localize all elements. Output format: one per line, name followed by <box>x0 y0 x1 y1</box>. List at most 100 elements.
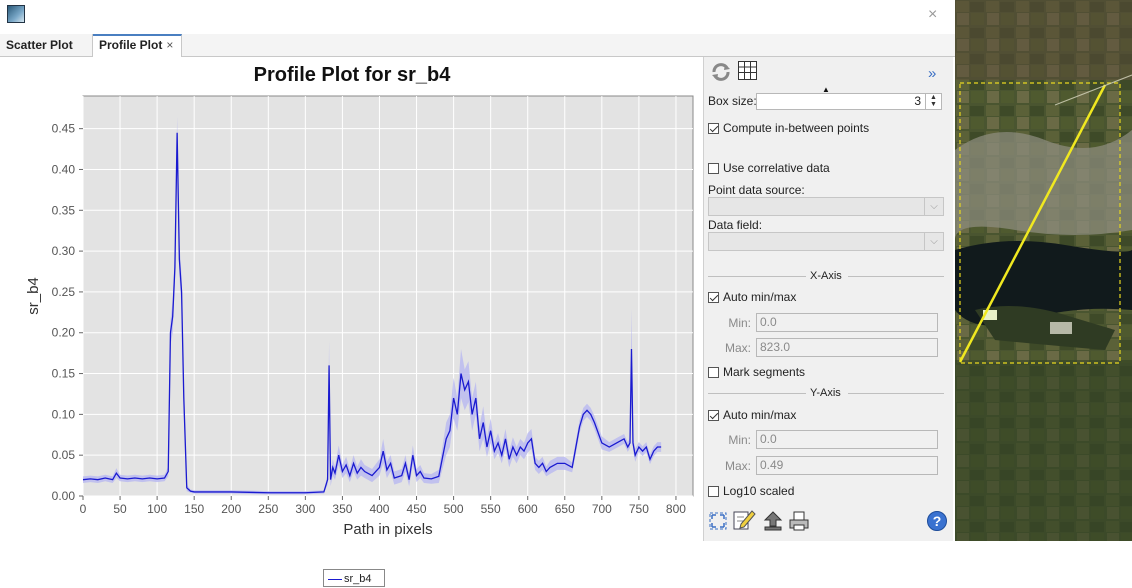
y-tick-label: 0.40 <box>52 162 76 176</box>
box-size-spinner[interactable]: 3 ▲ ▼ <box>756 93 942 110</box>
tab-bar: Scatter Plot Profile Plot × <box>0 34 955 57</box>
y-axis-separator: Y-Axis <box>708 387 944 399</box>
scroll-up-icon[interactable]: ▲ <box>822 85 830 94</box>
tab-scatter-plot[interactable]: Scatter Plot <box>0 34 93 56</box>
y-min-field[interactable]: 0.0 <box>756 430 938 449</box>
grid-lines <box>82 96 693 497</box>
y-axis-section-title: Y-Axis <box>810 387 841 399</box>
y-min-label: Min: <box>728 432 751 447</box>
svg-text:?: ? <box>933 513 942 529</box>
close-tab-icon[interactable]: × <box>166 38 174 52</box>
chart-title: Profile Plot for sr_b4 <box>254 64 452 86</box>
y-tick-label: 0.15 <box>52 367 76 381</box>
x-tick-label: 350 <box>332 502 352 516</box>
y-tick-label: 0.25 <box>52 285 76 299</box>
chevron-down-icon: ⌵ <box>924 233 943 250</box>
y-auto-minmax-checkbox[interactable] <box>708 409 719 421</box>
y-tick-label: 0.10 <box>52 407 76 421</box>
profile-plot-panel: Profile Plot for sr_b4 0 50 100 150 200 250 30… <box>0 57 703 587</box>
log10-row[interactable]: Log10 scaled <box>708 484 794 498</box>
mark-segments-checkbox[interactable] <box>708 366 719 378</box>
close-window-button[interactable]: × <box>928 6 938 23</box>
data-field-label: Data field: <box>708 218 763 232</box>
x-auto-minmax-checkbox[interactable] <box>708 291 719 303</box>
y-tick-label: 0.35 <box>52 203 76 217</box>
export-icon[interactable] <box>762 510 784 532</box>
zoom-all-icon[interactable] <box>708 511 728 531</box>
x-auto-minmax-row[interactable]: Auto min/max <box>708 290 796 304</box>
y-auto-minmax-label: Auto min/max <box>723 408 797 422</box>
chevron-down-icon: ⌵ <box>924 198 943 215</box>
x-tick-label: 600 <box>518 502 538 516</box>
y-max-field[interactable]: 0.49 <box>756 456 938 475</box>
mark-segments-row[interactable]: Mark segments <box>708 365 805 379</box>
x-min-field[interactable]: 0.0 <box>756 313 938 332</box>
x-tick-label: 150 <box>184 502 204 516</box>
profile-chart: Profile Plot for sr_b4 0 50 100 150 200 250 30… <box>25 64 694 538</box>
box-size-label: Box size: <box>708 94 757 108</box>
compute-in-between-label: Compute in-between points <box>723 121 870 135</box>
compute-in-between-checkbox[interactable] <box>708 122 719 134</box>
plot-settings-panel: » ▲ Box size: 3 ▲ ▼ Compute in-between po… <box>703 57 953 541</box>
data-field-dropdown[interactable]: ⌵ <box>708 232 944 251</box>
x-axis-ticks: 0 50 100 150 200 250 300 350 400 450 500 550 600 650 7… <box>80 496 686 516</box>
spinner-buttons[interactable]: ▲ ▼ <box>925 94 941 109</box>
y-max-row: Max: 0.49 <box>724 456 938 475</box>
tab-profile-plot-label: Profile Plot <box>99 38 163 52</box>
help-icon[interactable]: ? <box>926 510 948 532</box>
y-tick-label: 0.00 <box>52 489 76 503</box>
y-tick-label: 0.20 <box>52 326 76 340</box>
x-tick-label: 0 <box>80 502 87 516</box>
x-tick-label: 300 <box>295 502 315 516</box>
y-auto-minmax-row[interactable]: Auto min/max <box>708 408 796 422</box>
app-icon <box>7 5 25 23</box>
x-auto-minmax-label: Auto min/max <box>723 290 797 304</box>
satellite-image-view[interactable] <box>955 0 1132 541</box>
x-tick-label: 250 <box>258 502 278 516</box>
compute-in-between-row[interactable]: Compute in-between points <box>708 121 869 135</box>
legend-label: sr_b4 <box>344 573 372 585</box>
y-axis-ticks: 0.00 0.05 0.10 0.15 0.20 0.25 0.30 0.35 0.40 0.45 <box>52 122 83 503</box>
y-tick-label: 0.45 <box>52 122 76 136</box>
legend-swatch <box>328 578 342 580</box>
mark-segments-label: Mark segments <box>723 365 806 379</box>
x-tick-label: 700 <box>592 502 612 516</box>
y-min-row: Min: 0.0 <box>724 430 938 449</box>
print-icon[interactable] <box>788 510 810 532</box>
x-tick-label: 50 <box>113 502 127 516</box>
box-size-value: 3 <box>914 94 921 108</box>
x-tick-label: 200 <box>221 502 241 516</box>
refresh-icon[interactable] <box>710 61 732 83</box>
edit-icon[interactable] <box>732 509 756 533</box>
y-axis-label: sr_b4 <box>25 277 42 315</box>
x-axis-label: Path in pixels <box>343 521 432 538</box>
series-line <box>82 132 662 494</box>
point-data-source-dropdown[interactable]: ⌵ <box>708 197 944 216</box>
y-tick-label: 0.30 <box>52 244 76 258</box>
series-line-group <box>82 132 662 494</box>
y-tick-label: 0.05 <box>52 448 76 462</box>
y-max-label: Max: <box>724 458 751 473</box>
x-axis-separator: X-Axis <box>708 270 944 282</box>
box-size-row: Box size: <box>708 94 757 108</box>
expand-panel-button[interactable]: » <box>928 65 937 82</box>
use-correlative-checkbox[interactable] <box>708 162 719 174</box>
x-min-row: Min: 0.0 <box>724 313 938 332</box>
use-correlative-label: Use correlative data <box>723 161 830 175</box>
x-tick-label: 400 <box>369 502 389 516</box>
x-max-field[interactable]: 823.0 <box>756 338 938 357</box>
table-icon[interactable] <box>737 60 759 82</box>
x-tick-label: 550 <box>481 502 501 516</box>
x-max-label: Max: <box>724 340 751 355</box>
log10-checkbox[interactable] <box>708 485 719 497</box>
log10-label: Log10 scaled <box>723 484 795 498</box>
x-max-row: Max: 823.0 <box>724 338 938 357</box>
tab-profile-plot[interactable]: Profile Plot × <box>93 34 182 57</box>
use-correlative-row[interactable]: Use correlative data <box>708 161 830 175</box>
x-min-label: Min: <box>728 315 751 330</box>
x-axis-section-title: X-Axis <box>810 270 842 282</box>
x-tick-label: 500 <box>444 502 464 516</box>
tab-scatter-plot-label: Scatter Plot <box>6 38 73 52</box>
x-tick-label: 650 <box>555 502 575 516</box>
x-tick-label: 750 <box>629 502 649 516</box>
